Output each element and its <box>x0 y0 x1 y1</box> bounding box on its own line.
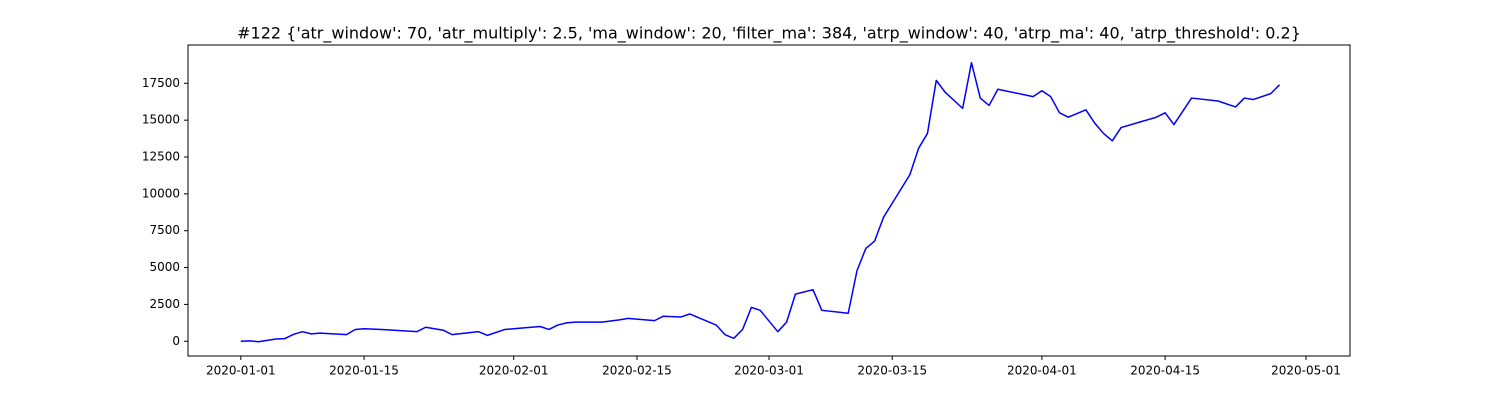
y-tick-label: 10000 <box>142 186 180 200</box>
x-tick-label: 2020-05-01 <box>1271 364 1341 378</box>
y-tick-label: 15000 <box>142 113 180 127</box>
x-tick-label: 2020-03-01 <box>734 364 804 378</box>
x-tick-label: 2020-01-15 <box>329 364 399 378</box>
y-tick-label: 17500 <box>142 76 180 90</box>
series-line <box>240 61 1281 343</box>
y-tick-label: 12500 <box>142 150 180 164</box>
x-tick-label: 2020-04-15 <box>1130 364 1200 378</box>
x-tick-label: 2020-04-01 <box>1007 364 1077 378</box>
chart-title: #122 {'atr_window': 70, 'atr_multiply': … <box>237 24 1301 44</box>
x-tick-label: 2020-01-01 <box>206 364 276 378</box>
x-tick-label: 2020-02-01 <box>479 364 549 378</box>
x-tick-label: 2020-03-15 <box>857 364 927 378</box>
y-tick-label: 7500 <box>149 223 180 237</box>
y-tick-label: 5000 <box>149 260 180 274</box>
y-tick-label: 0 <box>172 334 180 348</box>
y-tick-label: 2500 <box>149 297 180 311</box>
x-tick-label: 2020-02-15 <box>602 364 672 378</box>
